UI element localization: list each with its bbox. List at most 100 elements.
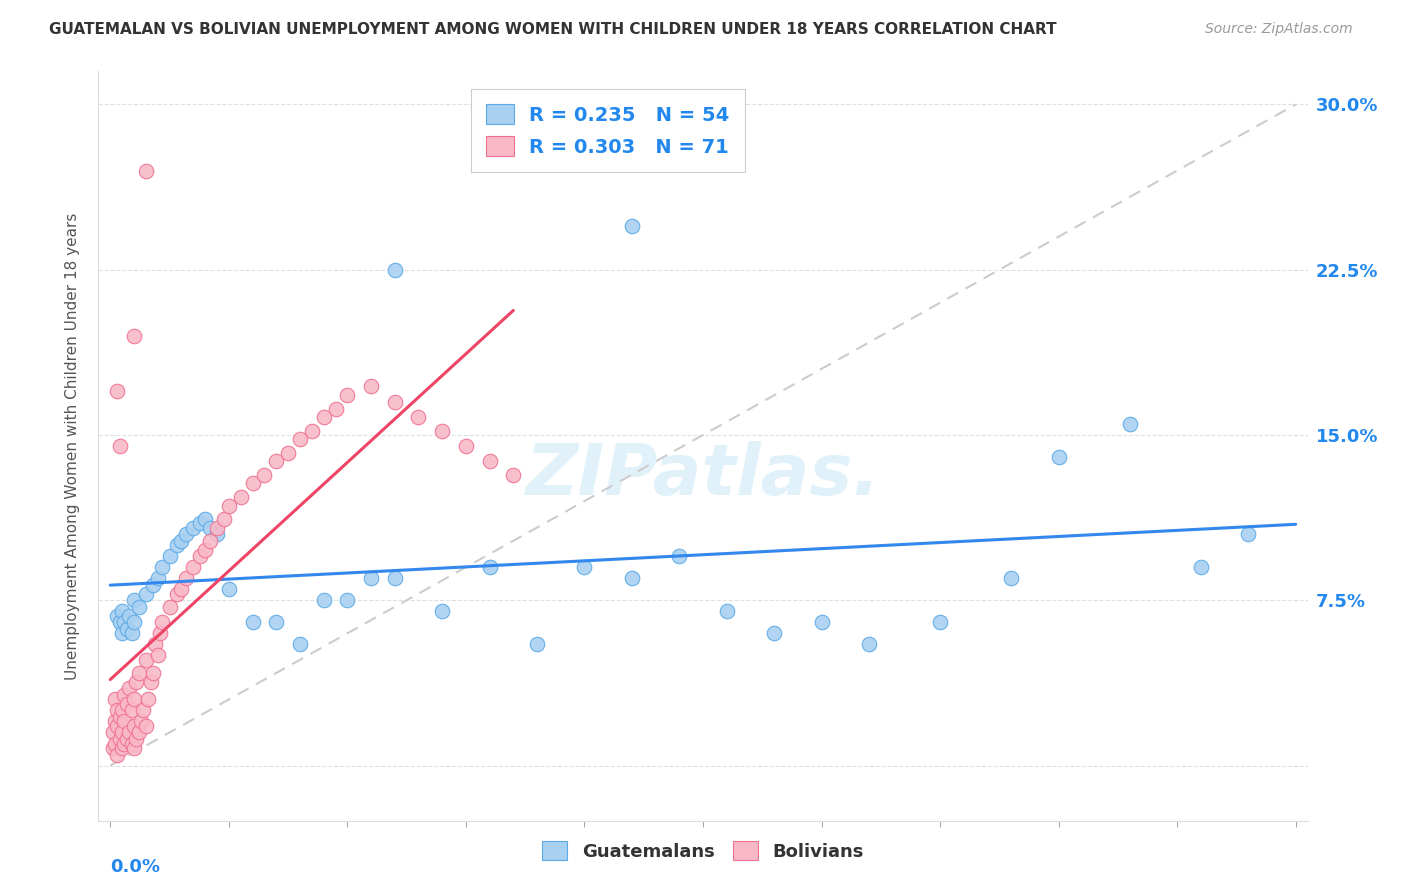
Point [360, 379, 382, 393]
Point [111, 725, 134, 739]
Y-axis label: Unemployment Among Women with Children Under 18 years: Unemployment Among Women with Children U… [65, 212, 80, 680]
Point [858, 637, 880, 651]
Legend: Guatemalans, Bolivians: Guatemalans, Bolivians [534, 834, 872, 868]
Point [105, 608, 128, 623]
Text: Source: ZipAtlas.com: Source: ZipAtlas.com [1205, 22, 1353, 37]
Point [104, 692, 127, 706]
Point [121, 703, 143, 717]
Point [432, 424, 454, 438]
Point [478, 560, 501, 574]
Point [181, 560, 204, 574]
Point [205, 527, 228, 541]
Point [122, 328, 145, 343]
Point [115, 622, 138, 636]
Point [325, 401, 347, 416]
Point [716, 604, 738, 618]
Point [111, 740, 134, 755]
Point [198, 533, 221, 548]
Point [122, 740, 145, 755]
Point [229, 490, 252, 504]
Point [129, 714, 152, 729]
Point [454, 439, 477, 453]
Point [143, 637, 166, 651]
Point [108, 732, 131, 747]
Point [620, 571, 643, 585]
Point [253, 467, 276, 482]
Point [149, 626, 172, 640]
Point [218, 499, 240, 513]
Point [174, 571, 197, 585]
Point [198, 520, 221, 534]
Point [122, 719, 145, 733]
Point [312, 410, 335, 425]
Point [121, 737, 143, 751]
Point [104, 737, 127, 751]
Point [194, 542, 217, 557]
Point [125, 674, 148, 689]
Point [128, 599, 150, 614]
Point [118, 681, 141, 696]
Point [108, 710, 131, 724]
Point [668, 549, 690, 564]
Point [174, 527, 197, 541]
Text: ZIPatlas.: ZIPatlas. [526, 442, 880, 510]
Point [574, 560, 596, 574]
Point [136, 692, 159, 706]
Point [1237, 527, 1260, 541]
Point [502, 467, 524, 482]
Point [159, 549, 181, 564]
Point [1119, 417, 1142, 431]
Point [111, 604, 134, 618]
Point [194, 512, 217, 526]
Point [384, 571, 406, 585]
Point [111, 626, 134, 640]
Point [242, 476, 264, 491]
Point [360, 571, 382, 585]
Point [135, 719, 157, 733]
Point [142, 665, 165, 680]
Point [264, 454, 287, 468]
Point [146, 571, 169, 585]
Point [312, 593, 335, 607]
Point [166, 587, 188, 601]
Point [114, 615, 136, 630]
Point [212, 512, 235, 526]
Point [105, 747, 128, 762]
Point [152, 560, 174, 574]
Point [101, 725, 124, 739]
Point [170, 582, 193, 597]
Point [159, 599, 181, 614]
Point [810, 615, 832, 630]
Point [218, 582, 240, 597]
Point [108, 615, 131, 630]
Point [101, 740, 124, 755]
Point [125, 732, 148, 747]
Point [105, 719, 128, 733]
Point [432, 604, 454, 618]
Point [408, 410, 430, 425]
Point [288, 637, 311, 651]
Point [115, 697, 138, 711]
Point [135, 653, 157, 667]
Point [114, 737, 136, 751]
Point [288, 433, 311, 447]
Point [336, 388, 359, 402]
Point [205, 520, 228, 534]
Point [122, 692, 145, 706]
Point [384, 262, 406, 277]
Point [763, 626, 786, 640]
Point [242, 615, 264, 630]
Point [111, 703, 134, 717]
Point [118, 725, 141, 739]
Point [142, 578, 165, 592]
Point [105, 384, 128, 398]
Text: GUATEMALAN VS BOLIVIAN UNEMPLOYMENT AMONG WOMEN WITH CHILDREN UNDER 18 YEARS COR: GUATEMALAN VS BOLIVIAN UNEMPLOYMENT AMON… [49, 22, 1057, 37]
Point [384, 395, 406, 409]
Point [181, 520, 204, 534]
Point [277, 445, 299, 459]
Point [135, 163, 157, 178]
Point [1000, 571, 1022, 585]
Point [478, 454, 501, 468]
Point [128, 725, 150, 739]
Point [114, 688, 136, 702]
